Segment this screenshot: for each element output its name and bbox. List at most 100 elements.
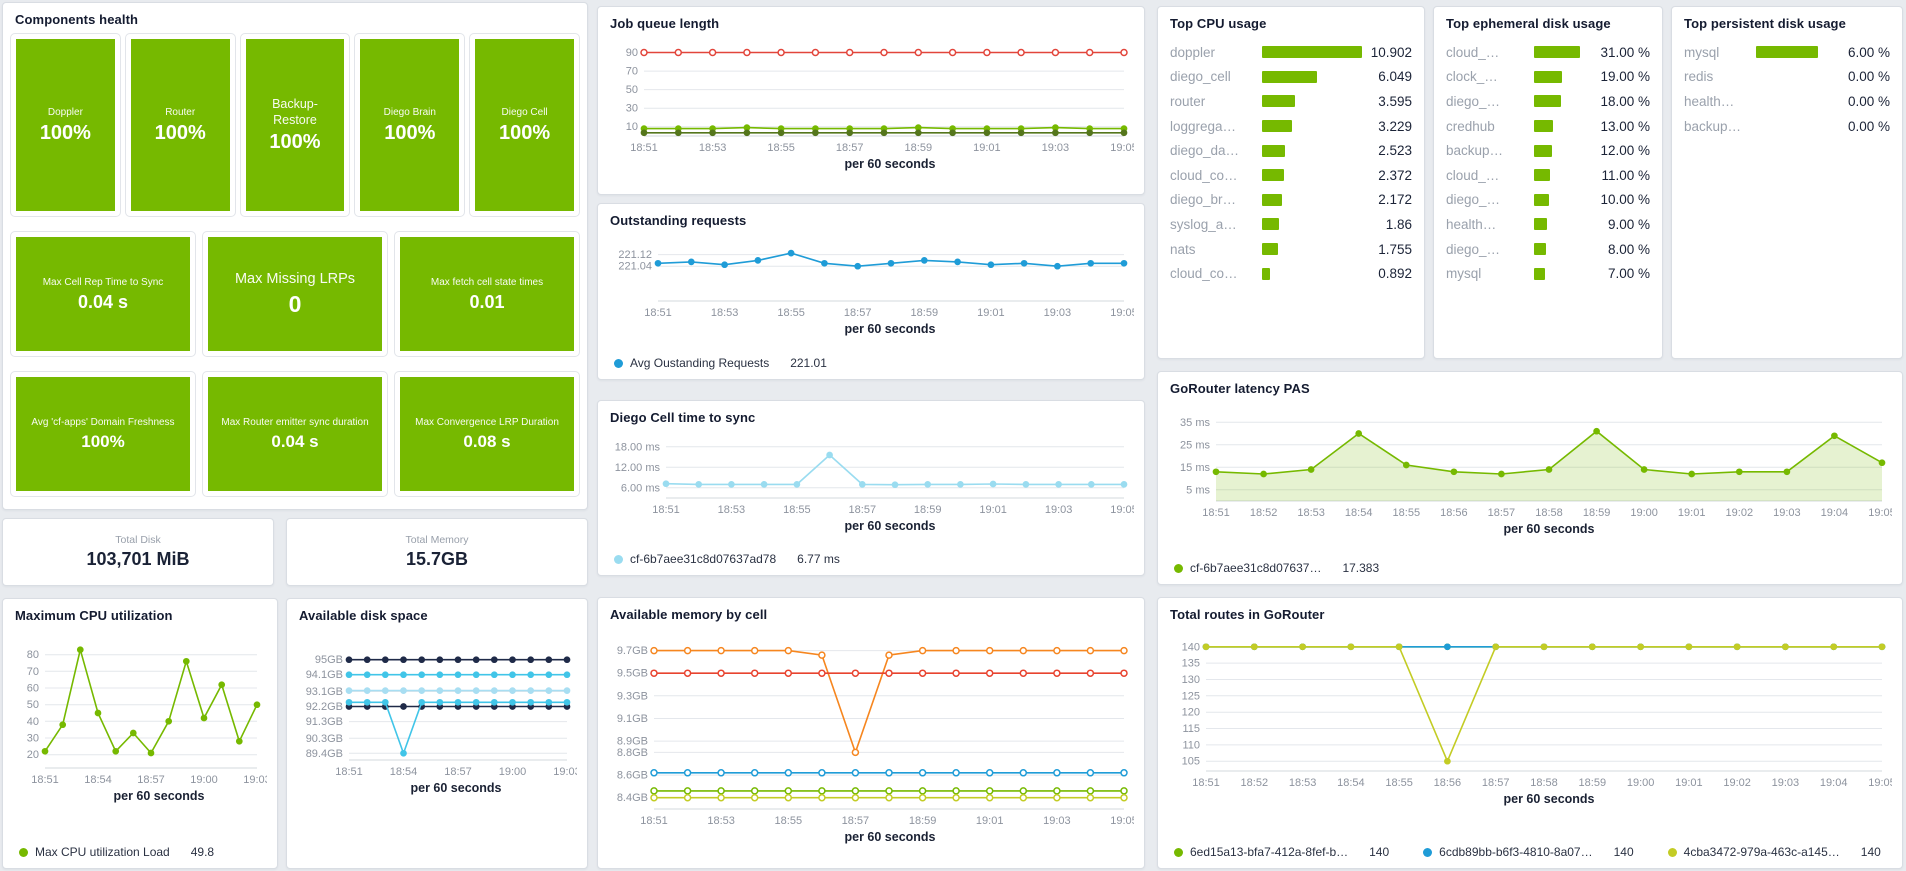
svg-text:18:57: 18:57 bbox=[844, 307, 872, 319]
svg-text:18:54: 18:54 bbox=[1345, 507, 1373, 519]
svg-text:19:05: 19:05 bbox=[1868, 777, 1892, 789]
svg-text:18:51: 18:51 bbox=[640, 815, 668, 827]
tile-label: Router bbox=[165, 106, 196, 118]
legend-label: 6cdb89bb-b6f3-4810-8a07… bbox=[1439, 845, 1593, 859]
legend-entry[interactable]: Avg Oustanding Requests 221.01 bbox=[614, 356, 827, 370]
svg-text:18:54: 18:54 bbox=[84, 774, 112, 786]
health-tile-backup-restore[interactable]: Backup-Restore 100% bbox=[239, 33, 351, 217]
tile-value: 0.08 s bbox=[463, 432, 511, 451]
legend-entry[interactable]: cf-6b7aee31c8d07637ad78 6.77 ms bbox=[614, 552, 840, 566]
svg-text:19:03: 19:03 bbox=[1042, 142, 1070, 154]
top-ephemeral-row: backup… 12.00 % bbox=[1434, 138, 1662, 163]
usage-bar bbox=[1262, 144, 1362, 157]
top-ephemeral-list: cloud_… 31.00 % clock_… 19.00 % diego_… 18.… bbox=[1434, 40, 1662, 286]
svg-text:19:00: 19:00 bbox=[190, 774, 218, 786]
tile-value: 100% bbox=[81, 432, 125, 451]
legend-label: Avg Oustanding Requests bbox=[630, 356, 770, 370]
x-axis-label: per 60 seconds bbox=[844, 519, 936, 533]
svg-text:6.00 ms: 6.00 ms bbox=[621, 482, 661, 494]
svg-text:18:59: 18:59 bbox=[905, 142, 933, 154]
svg-text:9.3GB: 9.3GB bbox=[617, 690, 648, 702]
disk-space-chart[interactable]: 89.4GB 90.3GB 91.3GB 92.2GB 93.1GB 94.1GB 95GB… bbox=[299, 640, 577, 780]
legend-entry[interactable]: Max CPU utilization Load 49.8 bbox=[19, 845, 214, 859]
svg-text:18:55: 18:55 bbox=[775, 815, 803, 827]
health-tile-doppler[interactable]: Doppler 100% bbox=[10, 33, 121, 217]
usage-value: 19.00 % bbox=[1600, 69, 1650, 85]
usage-bar bbox=[1262, 193, 1362, 206]
svg-text:18:57: 18:57 bbox=[444, 766, 472, 778]
health-tile-domain-freshness[interactable]: Avg 'cf-apps' Domain Freshness 100% bbox=[10, 371, 196, 497]
max-cpu-legend: Max CPU utilization Load 49.8 bbox=[3, 839, 277, 868]
health-tile-max-missing-lrps[interactable]: Max Missing LRPs 0 bbox=[202, 231, 388, 357]
top-cpu-row: cloud_co… 0.892 bbox=[1158, 261, 1424, 286]
outstanding-requests-title: Outstanding requests bbox=[610, 213, 747, 228]
legend-entry[interactable]: 4cba3472-979a-463c-a145… 140 bbox=[1667, 845, 1881, 859]
usage-value: 2.523 bbox=[1378, 143, 1412, 159]
svg-text:18:57: 18:57 bbox=[836, 142, 864, 154]
tile-label: Max Convergence LRP Duration bbox=[415, 417, 559, 428]
svg-text:19:00: 19:00 bbox=[1630, 507, 1658, 519]
usage-value: 0.00 % bbox=[1847, 93, 1890, 109]
usage-bar-fill bbox=[1262, 95, 1295, 108]
health-tile-max-fetch-cell-state[interactable]: Max fetch cell state times 0.01 bbox=[394, 231, 580, 357]
health-tile-diego-brain[interactable]: Diego Brain 100% bbox=[354, 33, 466, 217]
usage-value: 6.00 % bbox=[1847, 44, 1890, 60]
svg-text:18:53: 18:53 bbox=[711, 307, 739, 319]
svg-text:18:53: 18:53 bbox=[707, 815, 735, 827]
outstanding-requests-legend: Avg Oustanding Requests 221.01 bbox=[598, 350, 1144, 379]
svg-text:18:57: 18:57 bbox=[849, 504, 877, 516]
process-name: health… bbox=[1446, 216, 1497, 232]
top-cpu-row: diego_cell 6.049 bbox=[1158, 65, 1424, 90]
usage-bar bbox=[1534, 46, 1580, 59]
svg-text:94.1GB: 94.1GB bbox=[306, 669, 343, 681]
diego-sync-legend: cf-6b7aee31c8d07637ad78 6.77 ms bbox=[598, 546, 1144, 575]
top-cpu-row: router 3.595 bbox=[1158, 89, 1424, 114]
gorouter-latency-title: GoRouter latency PAS bbox=[1170, 381, 1310, 396]
process-name: diego_br… bbox=[1170, 192, 1237, 208]
total-routes-chart[interactable]: 105 110 115 120 125 130 135 140 18:51 18:52 18:53 1… bbox=[1170, 629, 1892, 791]
usage-bar-fill bbox=[1262, 144, 1285, 157]
svg-text:19:03: 19:03 bbox=[1044, 307, 1072, 319]
svg-text:19:02: 19:02 bbox=[1723, 777, 1751, 789]
health-tile-diego-cell[interactable]: Diego Cell 100% bbox=[469, 33, 580, 217]
svg-text:30: 30 bbox=[27, 733, 39, 745]
process-name: syslog_a… bbox=[1170, 216, 1237, 232]
svg-text:12.00 ms: 12.00 ms bbox=[615, 462, 661, 474]
usage-value: 3.229 bbox=[1378, 118, 1412, 134]
job-queue-title: Job queue length bbox=[610, 16, 720, 31]
legend-entry[interactable]: 6cdb89bb-b6f3-4810-8a07… 140 bbox=[1423, 845, 1634, 859]
health-tile-router-emitter-sync[interactable]: Max Router emitter sync duration 0.04 s bbox=[202, 371, 388, 497]
svg-text:50: 50 bbox=[626, 84, 638, 96]
tile-label: Doppler bbox=[47, 106, 83, 118]
legend-value: 140 bbox=[1613, 845, 1634, 859]
tile-label: Max fetch cell state times bbox=[430, 276, 544, 288]
health-tile-convergence-lrp[interactable]: Max Convergence LRP Duration 0.08 s bbox=[394, 371, 580, 497]
health-tile-router[interactable]: Router 100% bbox=[124, 33, 236, 217]
legend-entry[interactable]: cf-6b7aee31c8d07637… 17.383 bbox=[1174, 561, 1379, 575]
legend-entry[interactable]: 6ed15a13-bfa7-412a-8fef-b… 140 bbox=[1174, 845, 1389, 859]
health-tile-max-cell-rep-time[interactable]: Max Cell Rep Time to Sync 0.04 s bbox=[10, 231, 196, 357]
diego-sync-chart[interactable]: 6.00 ms 12.00 ms 18.00 ms 18:51 18:53 18:55 18… bbox=[610, 432, 1134, 518]
total-disk-value: 103,701 MiB bbox=[86, 549, 190, 569]
x-axis-label: per 60 seconds bbox=[113, 789, 205, 803]
usage-bar bbox=[1756, 71, 1818, 83]
svg-text:18:58: 18:58 bbox=[1535, 507, 1563, 519]
gorouter-latency-chart[interactable]: 5 ms 15 ms 25 ms 35 ms 18:51 18:52 18:53 18:54 1… bbox=[1170, 403, 1892, 521]
top-ephemeral-row: diego_… 18.00 % bbox=[1434, 89, 1662, 114]
usage-bar bbox=[1534, 169, 1580, 182]
legend-label: 6ed15a13-bfa7-412a-8fef-b… bbox=[1190, 845, 1349, 859]
panel-available-memory-by-cell: Available memory by cell 8.4GB 8.6GB 8.8GB… bbox=[597, 597, 1145, 869]
usage-bar bbox=[1756, 120, 1818, 132]
usage-bar bbox=[1756, 95, 1818, 107]
max-cpu-chart[interactable]: 20 30 40 50 60 70 80 18:51 18:54 18:57 19:00 19:03 bbox=[15, 630, 267, 788]
top-persistent-list: mysql 6.00 % redis 0.00 % health… 0.00 % ba… bbox=[1672, 40, 1902, 138]
top-cpu-row: loggrega… 3.229 bbox=[1158, 114, 1424, 139]
usage-value: 6.049 bbox=[1378, 69, 1412, 85]
legend-value: 140 bbox=[1860, 845, 1881, 859]
top-ephemeral-row: cloud_… 11.00 % bbox=[1434, 163, 1662, 188]
job-queue-chart[interactable]: 10 30 50 70 90 18:51 18:53 18:55 18:57 18:59 19:01… bbox=[610, 38, 1134, 156]
svg-text:92.2GB: 92.2GB bbox=[306, 701, 343, 713]
